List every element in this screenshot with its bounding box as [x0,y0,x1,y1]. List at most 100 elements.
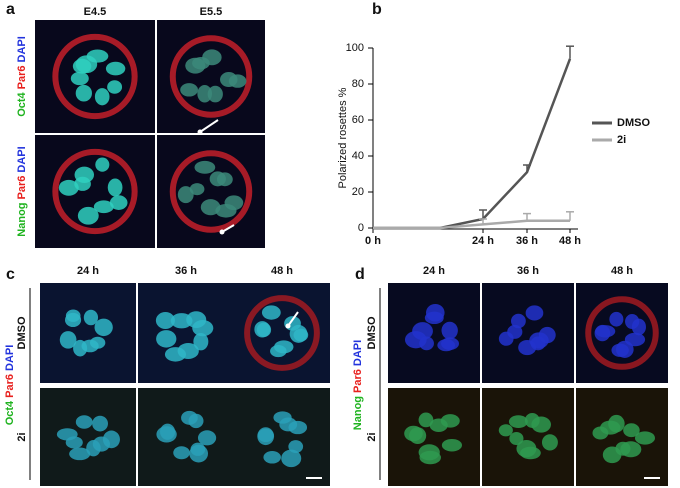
column-label: 24 h [423,265,445,277]
stain-word: DAPI [352,340,364,366]
nucleus [440,414,460,428]
nucleus [424,311,444,325]
error-bar [523,164,531,173]
nucleus [611,343,629,357]
nucleus [623,423,640,438]
nucleus [94,318,113,337]
nucleus [173,446,190,460]
nucleus [70,71,89,86]
nucleus [189,444,208,463]
condition-label: 2i [16,432,28,441]
nucleus [92,415,108,432]
panel-label: b [372,1,382,18]
nucleus [75,415,93,429]
stain-label: Nanog Par6 DAPI [16,146,28,236]
nucleus [608,414,625,433]
micrograph [138,388,234,486]
nucleus [188,413,204,429]
stain-word: DAPI [4,345,16,371]
stain-word: Oct4 [16,91,28,116]
cell-ring [52,33,138,120]
nucleus [441,321,458,340]
nucleus [200,199,221,216]
nucleus [531,416,552,433]
micrograph [138,283,234,383]
stain-word: Par6 [352,369,364,393]
column-label: E5.5 [200,6,223,18]
y-tick-label: 20 [352,186,364,198]
panel-label: c [6,266,15,283]
arrow-head [197,129,203,135]
nucleus [189,183,205,196]
panel-label: d [355,266,365,283]
nucleus [160,423,176,440]
nucleus [77,206,99,225]
condition-label: 2i [366,432,378,441]
nucleus [215,203,237,218]
stain-word: DAPI [16,36,28,62]
nucleus [74,166,95,184]
stain-word: Nanog [16,202,28,236]
nucleus [197,430,217,446]
nucleus [418,444,440,461]
nucleus [164,347,187,362]
nucleus [270,345,287,358]
nucleus [177,186,194,204]
panel-label: a [6,1,15,18]
column-label: 36 h [517,265,539,277]
nucleus [634,431,656,445]
stain-label: Nanog Par6 DAPI [352,340,364,430]
nucleus [412,322,433,341]
nucleus [156,330,177,348]
nucleus [288,420,308,435]
error-bar [479,209,487,219]
nucleus [595,325,616,338]
nucleus [95,157,110,172]
nucleus [261,305,281,320]
nucleus [192,319,214,337]
nucleus [73,339,88,357]
nucleus [516,440,537,458]
nucleus [69,447,91,461]
error-bar [479,218,487,225]
y-tick-label: 40 [352,150,364,162]
nucleus [631,318,646,336]
arrow [199,119,219,133]
y-tick-label: 100 [346,42,364,54]
micrograph [234,388,330,486]
nucleus [102,430,120,449]
nucleus [509,431,524,446]
nucleus [194,160,216,174]
cell-ring [244,295,320,371]
column-label: 48 h [271,265,293,277]
nucleus [75,84,92,102]
nucleus [525,305,544,321]
nucleus [83,309,99,326]
nucleus [105,61,126,76]
nucleus [508,415,528,428]
nucleus [216,172,233,187]
nucleus [94,88,110,106]
error-bar [566,211,574,221]
stain-label: Oct4 Par6 DAPI [4,345,16,426]
nucleus [207,85,223,103]
nucleus [518,339,537,356]
condition-label: DMSO [16,316,28,349]
stain-word: DAPI [16,146,28,172]
nucleus [609,311,624,327]
nucleus [602,446,622,464]
nucleus [281,449,302,468]
y-tick-label: 80 [352,78,364,90]
error-bar [523,212,531,221]
nucleus [197,84,212,103]
nucleus [59,331,77,349]
cell-ring [169,150,253,233]
x-tick-label: 24 h [472,235,494,247]
arrow-head [219,229,225,235]
nucleus [263,451,281,464]
nucleus [441,438,462,452]
stain-word: Par6 [16,176,28,200]
nucleus [58,179,79,196]
series-line [373,58,572,230]
y-tick-label: 0 [358,222,364,234]
